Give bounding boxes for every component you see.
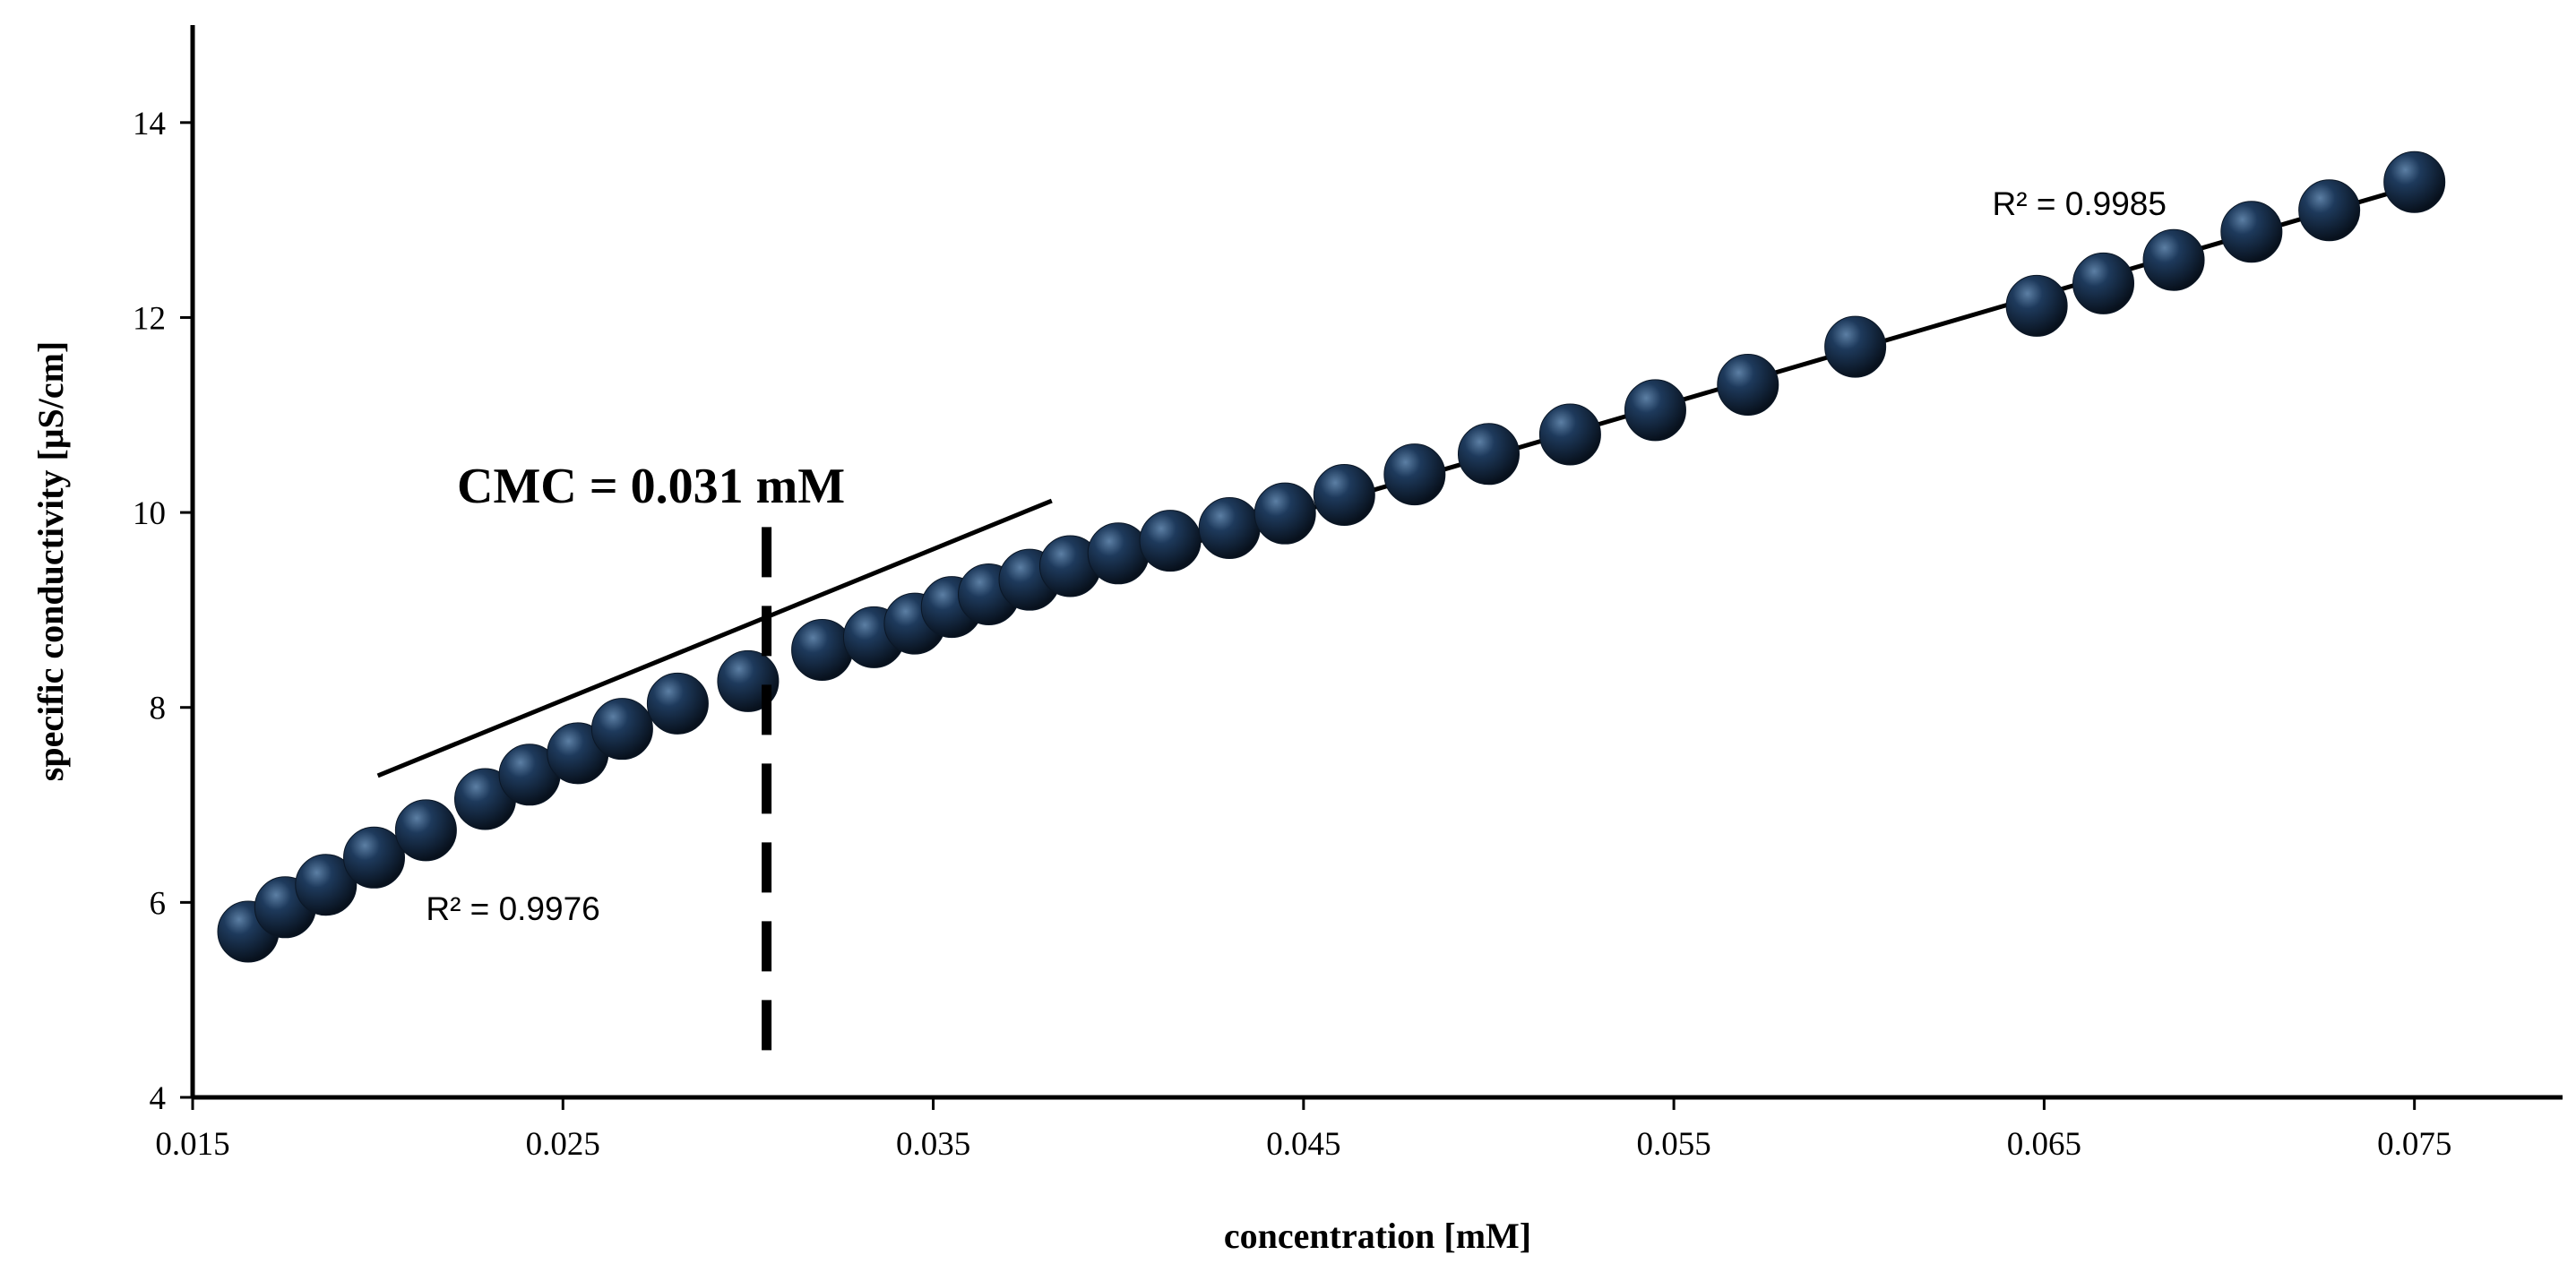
data-point (2383, 150, 2446, 213)
x-axis-title: concentration [mM] (1224, 1216, 1531, 1256)
x-tick-label: 0.045 (1266, 1126, 1340, 1163)
r2-label-upper: R² = 0.9985 (1993, 185, 2167, 222)
data-point (1624, 379, 1686, 442)
data-point (646, 672, 709, 735)
data-point (1087, 522, 1150, 585)
y-tick-label: 10 (133, 495, 166, 532)
data-point (343, 826, 406, 889)
data-point (791, 619, 854, 682)
data-point (1457, 423, 1520, 486)
y-axis-title: specific conductivity [μS/cm] (30, 341, 71, 781)
data-point (2142, 228, 2205, 291)
data-point (2005, 274, 2068, 337)
data-point (1538, 403, 1601, 466)
x-tick-label: 0.075 (2377, 1126, 2451, 1163)
data-point (2298, 179, 2361, 242)
x-tick-label: 0.035 (896, 1126, 970, 1163)
data-point (394, 799, 457, 862)
x-tick-label: 0.015 (155, 1126, 229, 1163)
x-tick-label: 0.065 (2007, 1126, 2081, 1163)
data-points (217, 150, 2446, 963)
y-tick-label: 4 (150, 1080, 167, 1117)
axes (190, 25, 2563, 1100)
data-point (295, 854, 358, 916)
data-point (1139, 510, 1202, 572)
trendline (376, 498, 1053, 778)
y-tick-label: 12 (133, 300, 166, 337)
data-point (1313, 464, 1375, 527)
r2-label-lower: R² = 0.9976 (426, 890, 599, 927)
data-point (1824, 315, 1887, 378)
data-point (2072, 252, 2135, 314)
data-point (1198, 497, 1261, 560)
data-point (1717, 354, 1779, 417)
y-tick-label: 14 (133, 106, 166, 142)
data-point (1383, 443, 1446, 506)
x-tick-label: 0.055 (1637, 1126, 1711, 1163)
data-point (1254, 482, 1316, 545)
data-point (590, 698, 653, 761)
cmc-label: CMC = 0.031 mM (457, 459, 845, 514)
y-tick-label: 8 (150, 691, 167, 727)
y-tick-label: 6 (150, 885, 167, 922)
x-tick-label: 0.025 (526, 1126, 600, 1163)
tick-labels: 0.015 0.025 0.035 0.045 0.055 0.065 0.075 4 6 8 10… (133, 106, 2451, 1163)
data-point (2220, 201, 2283, 263)
